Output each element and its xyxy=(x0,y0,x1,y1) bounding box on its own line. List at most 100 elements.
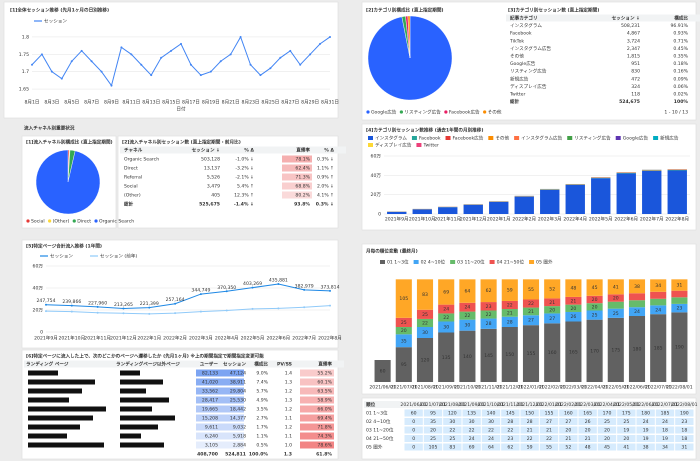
bar-segment xyxy=(438,332,455,382)
heat-cell xyxy=(597,435,617,442)
table-cell: 48 xyxy=(585,445,591,451)
legend-swatch xyxy=(444,110,448,114)
table-cell: 34 xyxy=(662,445,668,451)
table-cell: 180 xyxy=(641,411,650,417)
x-tick-label: 2021年10月 xyxy=(58,335,85,342)
table-cell: 69.4% xyxy=(317,416,332,422)
table-cell: 33,562 xyxy=(202,389,218,395)
heat-cell xyxy=(655,418,675,425)
data-line xyxy=(45,283,331,310)
heat-cell xyxy=(196,414,244,422)
table-cell: 0.09% xyxy=(673,76,688,82)
data-label: 221,399 xyxy=(140,301,159,307)
data-label: 41 xyxy=(613,284,619,290)
table-cell: 1.1% xyxy=(256,434,268,440)
x-tick-label: 2022年6月 xyxy=(614,216,638,223)
bar-segment xyxy=(522,299,540,308)
data-label: 21 xyxy=(549,300,555,306)
heat-cell xyxy=(300,396,334,404)
x-tick-label: 2021年11月 xyxy=(84,335,111,342)
chart-title: [5]特定ページ合計流入推移 (1年間) xyxy=(26,243,102,250)
table-cell: 20 xyxy=(585,428,591,434)
table-cell: 100% xyxy=(674,99,689,105)
data-label: 247,754 xyxy=(37,298,56,304)
data-label: 83 xyxy=(422,292,428,298)
data-point xyxy=(199,293,202,296)
legend-label: 03 11~20位 xyxy=(457,259,485,266)
legend-swatch xyxy=(488,136,494,140)
table-header: % Δ xyxy=(324,148,334,154)
heat-cell xyxy=(501,418,520,425)
table-cell: 1.4 xyxy=(285,371,292,377)
bar-segment xyxy=(616,173,636,214)
x-tick-label: 2022/03/01 xyxy=(560,385,587,391)
table-cell: 503,128 xyxy=(201,157,220,163)
data-point xyxy=(299,63,302,66)
heat-cell xyxy=(196,369,244,377)
table-cell: 19 xyxy=(643,436,649,442)
table-cell: 62.4% xyxy=(295,166,310,172)
heat-cell xyxy=(539,435,559,442)
heat-cell xyxy=(617,443,636,451)
data-label: 155 xyxy=(527,351,536,357)
data-label: 175 xyxy=(611,347,620,353)
table-cell: 28,417 xyxy=(202,398,218,404)
data-label: 403,269 xyxy=(243,281,262,287)
legend-swatch xyxy=(489,260,495,264)
x-tick-label: 2022/01/01 xyxy=(518,385,545,391)
bar-segment xyxy=(522,307,540,316)
bar-segment xyxy=(565,296,582,305)
table-cell: 2021/10/01 xyxy=(478,402,505,408)
table-cell: 03 11~20位 xyxy=(366,427,394,434)
table-cell: 83 xyxy=(449,445,455,451)
table-header: 記事カテゴリ xyxy=(510,15,538,22)
data-point xyxy=(225,290,228,293)
data-point xyxy=(148,312,151,315)
heat-cell xyxy=(300,369,334,377)
chart-title: [2]カテゴリ別構成比 (直上指定期間) xyxy=(366,7,444,14)
table-cell: 2,347 xyxy=(627,46,640,52)
data-label: 48 xyxy=(570,286,576,292)
table-header-bg xyxy=(24,360,344,368)
x-tick-label: 2022年1月 xyxy=(487,216,511,223)
table-cell: 2022/02/01 xyxy=(555,402,582,408)
table-cell: 175 xyxy=(622,411,631,417)
data-point xyxy=(122,307,125,310)
bar-segment xyxy=(628,300,646,308)
bar-segment xyxy=(586,295,603,304)
table-cell: 105 xyxy=(429,445,438,451)
table-header: 構成比 xyxy=(254,361,268,368)
data-label: 25 xyxy=(422,312,428,318)
heat-cell xyxy=(481,426,501,434)
table-cell: Organic Search xyxy=(124,157,159,163)
bar-segment xyxy=(628,307,646,316)
table-cell: 25,530 xyxy=(230,398,246,404)
heat-cell xyxy=(282,191,312,199)
heat-cell xyxy=(636,418,655,425)
table-cell: 71.8% xyxy=(317,425,332,431)
table-cell: 0.93% xyxy=(673,31,688,37)
pie-slice xyxy=(407,15,411,59)
table-cell: 22 xyxy=(449,428,455,434)
data-label: 30 xyxy=(443,325,449,331)
heat-cell xyxy=(404,443,423,451)
redacted xyxy=(120,415,175,421)
bar-segment xyxy=(416,338,434,382)
legend-swatch xyxy=(567,136,573,140)
heat-cell xyxy=(300,378,334,386)
table-cell: 24 xyxy=(488,436,494,442)
table-cell: 総計 xyxy=(124,201,134,208)
table-cell: 38,911 xyxy=(230,380,246,386)
redacted xyxy=(28,388,82,394)
table-cell: 2,884 xyxy=(233,443,246,449)
heat-cell xyxy=(443,418,462,425)
table-cell: 25 xyxy=(604,419,610,425)
heat-cell xyxy=(423,443,443,451)
bar-segment xyxy=(480,302,497,311)
data-point xyxy=(174,302,177,305)
x-tick-label: 2022年7月 xyxy=(292,335,316,342)
table-cell: 9,032 xyxy=(233,425,246,431)
bar-segment xyxy=(591,178,611,214)
table-cell: 19 xyxy=(643,428,649,434)
y-tick-label: 40万 xyxy=(371,173,382,179)
